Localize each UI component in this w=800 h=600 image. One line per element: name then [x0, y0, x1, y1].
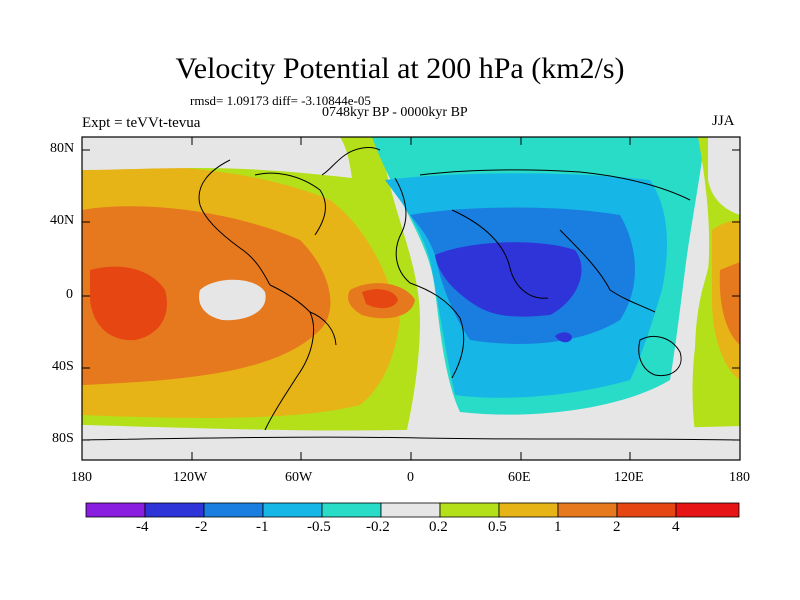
period-text: 0748kyr BP - 0000kyr BP	[322, 105, 468, 120]
lat-label-80s: 80S	[52, 431, 74, 446]
lon-label-60w: 60W	[285, 470, 313, 485]
lat-label-80n: 80N	[50, 141, 75, 156]
lon-label-120e: 120E	[614, 470, 644, 485]
lat-label-40n: 40N	[50, 213, 75, 228]
colorbar-label: 1	[554, 519, 562, 535]
colorbar	[85, 502, 740, 518]
lon-label-180e: 180	[729, 470, 750, 485]
colorbar-label: 4	[672, 519, 680, 535]
lon-label-180w: 180	[71, 470, 92, 485]
colorbar-label: 0.2	[429, 519, 448, 535]
colorbar-label: -0.5	[307, 519, 331, 535]
lon-label-60e: 60E	[508, 470, 531, 485]
axis-ticks	[82, 137, 740, 460]
colorbar-label: -0.2	[366, 519, 390, 535]
colorbar-label: -2	[195, 519, 208, 535]
coastlines	[82, 147, 740, 441]
lat-label-40s: 40S	[52, 359, 74, 374]
season-label: JJA	[712, 113, 735, 129]
lat-label-0: 0	[66, 287, 73, 302]
map-title: Velocity Potential at 200 hPa (km2/s)	[175, 52, 625, 85]
experiment-label: Expt = teVVt-tevua	[82, 115, 201, 131]
stats-text: rmsd= 1.09173 diff= -3.10844e-05	[190, 93, 371, 108]
colorbar-label: 0.5	[488, 519, 507, 535]
lon-label-120w: 120W	[173, 470, 208, 485]
colorbar-label: -1	[256, 519, 269, 535]
lon-label-0: 0	[407, 470, 414, 485]
contour-field	[82, 137, 740, 460]
colorbar-label: -4	[136, 519, 149, 535]
colorbar-label: 2	[613, 519, 621, 535]
